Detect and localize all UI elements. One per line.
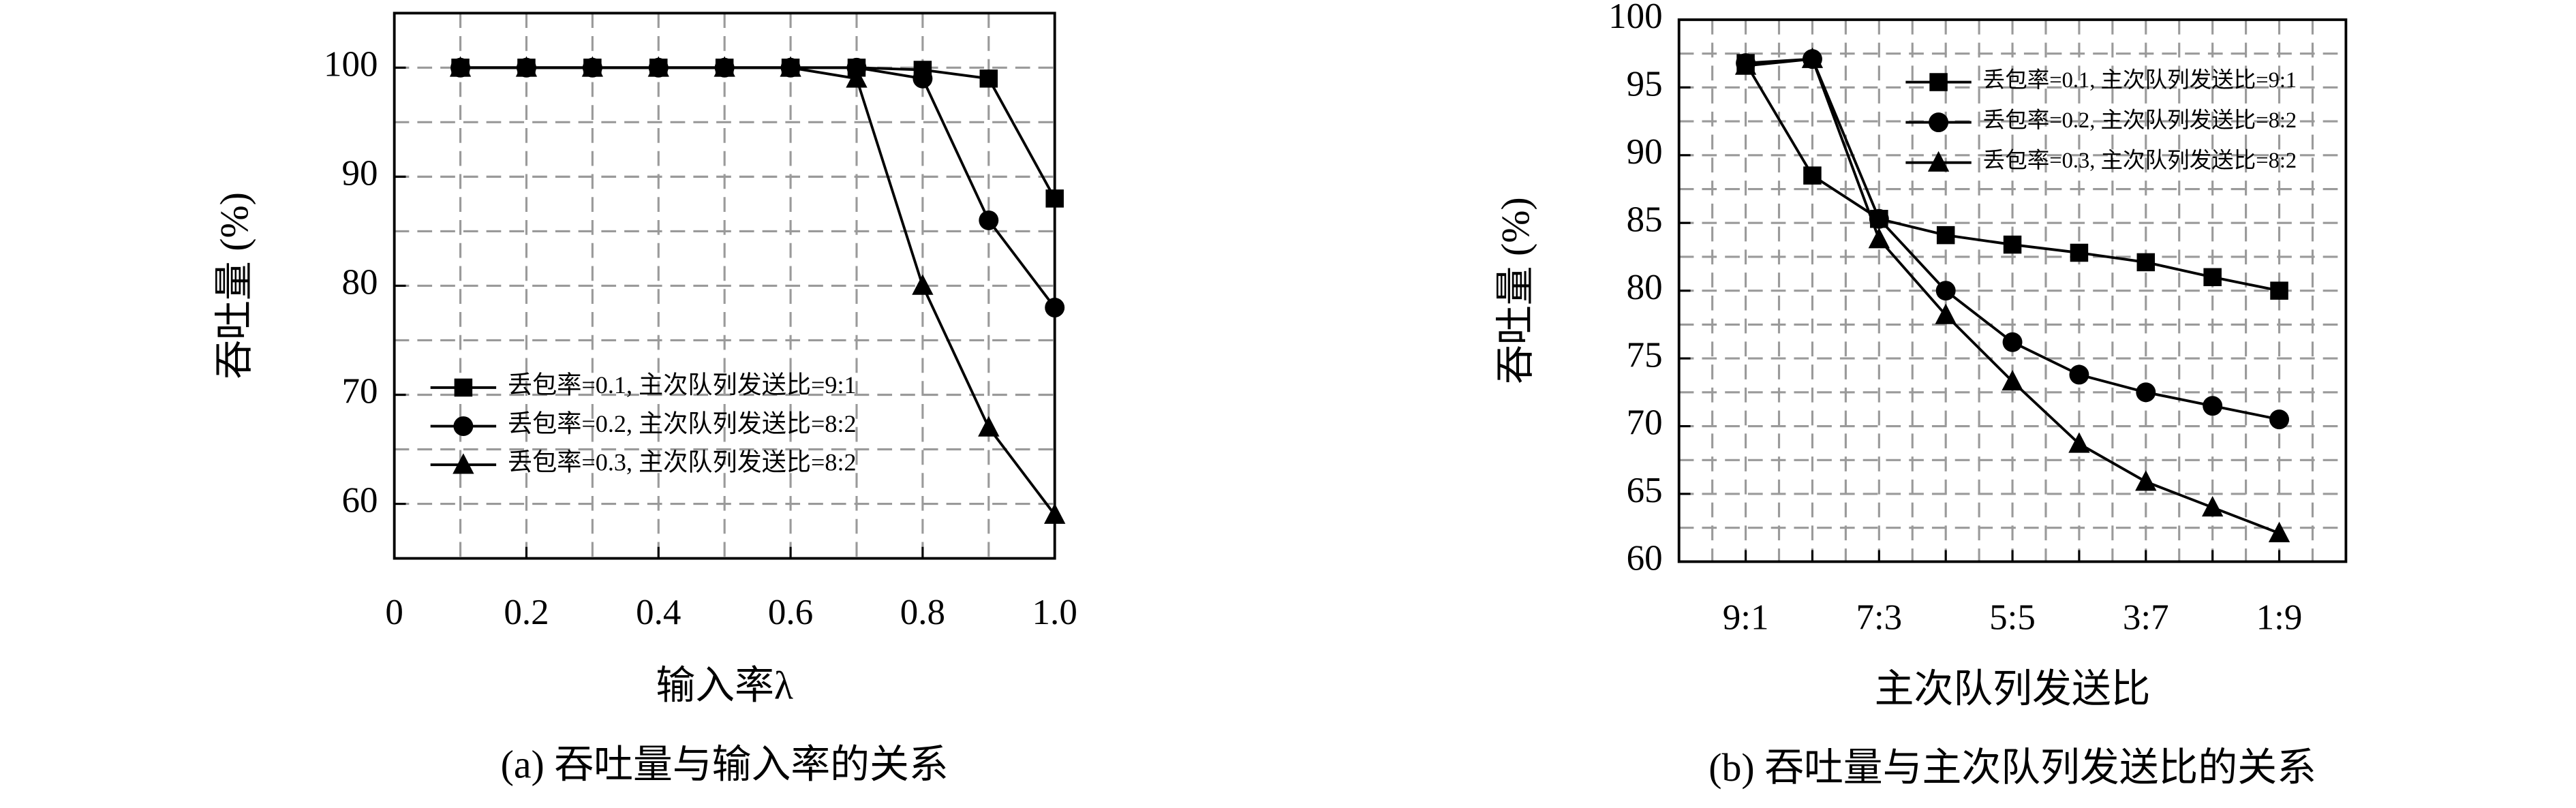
y-tick-label: 90 xyxy=(342,154,378,193)
y-tick-label: 80 xyxy=(342,263,378,302)
legend-label: 丢包率=0.1, 主次队列发送比=9:1 xyxy=(508,371,857,399)
marker xyxy=(2068,432,2090,453)
marker xyxy=(453,453,474,474)
x-tick-label: 0 xyxy=(385,593,403,632)
marker xyxy=(1044,503,1066,524)
marker xyxy=(2136,253,2156,272)
marker xyxy=(515,56,538,77)
x-tick-label: 7:3 xyxy=(1856,597,1902,637)
marker xyxy=(2070,243,2089,262)
y-tick-label: 90 xyxy=(1627,132,1663,172)
legend-label: 丢包率=0.2, 主次队列发送比=8:2 xyxy=(1983,108,2297,133)
marker xyxy=(2201,495,2224,517)
marker xyxy=(2002,370,2023,391)
x-tick-label: 9:1 xyxy=(1723,597,1769,637)
marker xyxy=(581,56,604,77)
y-tick-label: 60 xyxy=(342,481,378,520)
marker xyxy=(2203,396,2223,416)
y-tick-label: 95 xyxy=(1627,65,1663,104)
marker xyxy=(2270,281,2288,300)
series-line xyxy=(460,66,1056,516)
y-axis-label: 吞吐量 (%) xyxy=(1493,197,1537,384)
marker xyxy=(1929,73,1948,91)
y-tick-label: 80 xyxy=(1627,268,1663,307)
x-tick-label: 0.6 xyxy=(768,593,813,632)
marker xyxy=(454,378,473,397)
marker xyxy=(1935,303,1957,324)
marker xyxy=(1935,281,1956,301)
marker xyxy=(979,69,998,88)
marker xyxy=(2135,470,2157,491)
marker xyxy=(978,416,1000,437)
x-tick-label: 0.2 xyxy=(504,593,549,632)
marker xyxy=(647,56,669,77)
plot-frame xyxy=(1677,18,2348,563)
y-tick-label: 65 xyxy=(1627,471,1663,510)
y-tick-label: 60 xyxy=(1627,539,1663,578)
marker xyxy=(449,56,472,77)
marker xyxy=(780,56,801,77)
marker xyxy=(1929,112,1949,133)
x-tick-label: 0.4 xyxy=(636,593,681,632)
marker xyxy=(1734,54,1757,75)
marker xyxy=(1868,228,1890,249)
legend-label: 丢包率=0.1, 主次队列发送比=9:1 xyxy=(1983,67,2297,93)
marker xyxy=(913,68,933,89)
legend-label: 丢包率=0.2, 主次队列发送比=8:2 xyxy=(508,410,857,437)
x-tick-label: 3:7 xyxy=(2123,597,2169,637)
x-tick-label: 1.0 xyxy=(1032,593,1077,632)
x-tick-label: 5:5 xyxy=(1989,597,2036,637)
caption: (a) 吞吐量与输入率的关系 xyxy=(501,742,949,786)
y-tick-label: 70 xyxy=(342,372,378,411)
marker xyxy=(2003,235,2022,254)
marker xyxy=(1045,297,1065,317)
marker xyxy=(2002,332,2023,352)
y-tick-label: 75 xyxy=(1627,335,1663,375)
caption: (b) 吞吐量与主次队列发送比的关系 xyxy=(1708,745,2316,790)
legend-label: 丢包率=0.3, 主次队列发送比=8:2 xyxy=(508,448,857,476)
marker xyxy=(1936,226,1955,245)
x-tick-label: 0.8 xyxy=(900,593,945,632)
marker xyxy=(912,274,934,295)
marker xyxy=(2203,268,2222,287)
marker xyxy=(2136,382,2156,403)
y-tick-label: 100 xyxy=(1608,0,1663,36)
legend-label: 丢包率=0.3, 主次队列发送比=8:2 xyxy=(1983,148,2297,173)
marker xyxy=(2269,409,2290,430)
marker xyxy=(1803,166,1822,185)
x-tick-label: 1:9 xyxy=(2256,597,2303,637)
marker xyxy=(1801,47,1824,68)
x-axis-label: 主次队列发送比 xyxy=(1875,667,2151,711)
y-tick-label: 70 xyxy=(1627,403,1663,443)
marker xyxy=(846,67,868,88)
plot-frame xyxy=(393,12,1056,560)
x-axis-label: 输入率λ xyxy=(656,664,793,708)
marker xyxy=(1927,151,1950,172)
marker xyxy=(453,416,474,437)
y-tick-label: 85 xyxy=(1627,200,1663,239)
marker xyxy=(1045,189,1064,208)
y-axis-label: 吞吐量 (%) xyxy=(212,192,256,379)
marker xyxy=(2069,364,2089,385)
marker xyxy=(714,56,735,77)
marker xyxy=(2268,521,2290,542)
y-tick-label: 100 xyxy=(324,44,378,84)
marker xyxy=(979,210,999,230)
